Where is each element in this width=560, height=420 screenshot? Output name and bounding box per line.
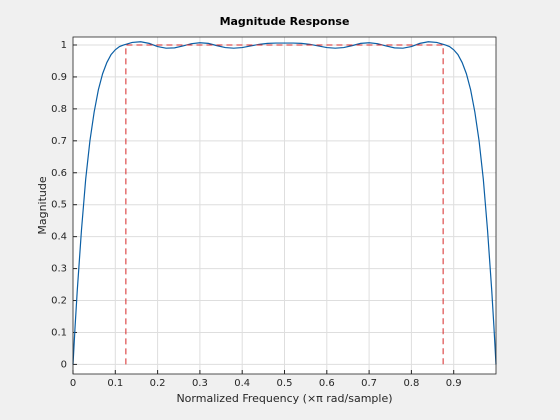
y-tick-label: 0.7 (51, 136, 67, 147)
x-tick-label: 0.6 (319, 378, 335, 389)
x-tick-label: 0.5 (277, 378, 293, 389)
x-tick-label: 0.4 (234, 378, 250, 389)
y-tick-label: 1 (61, 40, 67, 51)
y-tick-label: 0.9 (51, 72, 67, 83)
y-tick-label: 0.3 (51, 264, 67, 275)
x-tick-label: 0.7 (361, 378, 377, 389)
x-tick-label: 0.3 (192, 378, 208, 389)
y-tick-label: 0.2 (51, 296, 67, 307)
response-line (72, 41, 497, 365)
x-tick-label: 0.2 (150, 378, 166, 389)
x-tick-label: 0.8 (403, 378, 419, 389)
y-tick-label: 0 (61, 359, 67, 370)
y-tick-label: 0.6 (51, 168, 67, 179)
x-tick-label: 0 (70, 378, 76, 389)
x-tick-label: 0.1 (107, 378, 123, 389)
x-axis-label: Normalized Frequency (×π rad/sample) (176, 392, 392, 405)
axes-box (72, 36, 497, 375)
x-tick-label: 0.9 (446, 378, 462, 389)
y-tick-label: 0.5 (51, 200, 67, 211)
y-tick-label: 0.8 (51, 104, 67, 115)
chart-title: Magnitude Response (220, 15, 350, 28)
y-tick-label: 0.1 (51, 327, 67, 338)
y-tick-label: 0.4 (51, 232, 67, 243)
y-axis-label: Magnitude (36, 176, 49, 235)
